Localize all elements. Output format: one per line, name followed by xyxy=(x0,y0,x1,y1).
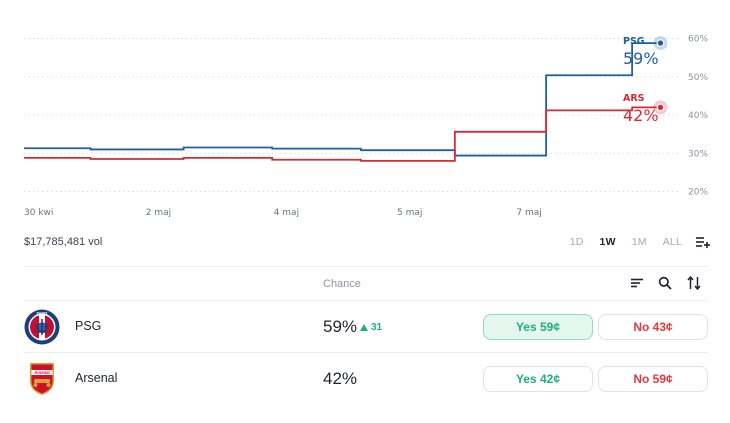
chart-grid xyxy=(24,38,680,192)
x-tick-label: 4 maj xyxy=(274,208,299,218)
series-value-label: 42% xyxy=(623,106,659,125)
divider xyxy=(24,266,708,267)
price-chart: 20% 30% 40% 50% 60% 30 kwi 2 maj 4 maj 5 maj 7 m… xyxy=(24,35,708,218)
search-icon[interactable] xyxy=(658,276,672,290)
x-tick-label: 7 maj xyxy=(516,208,541,218)
range-all[interactable]: ALL xyxy=(662,236,682,248)
y-tick-label: 30% xyxy=(688,149,708,159)
team-name: PSG xyxy=(75,319,102,333)
outcome-row-psg[interactable]: PARIS PSG 59% 31 Yes 59¢ No 43¢ xyxy=(0,302,730,352)
volume-label: $17,785,481 vol xyxy=(24,236,103,248)
x-tick-label: 2 maj xyxy=(146,208,171,218)
series-name-label: PSG xyxy=(623,36,645,47)
buy-yes-button[interactable]: Yes 42¢ xyxy=(483,366,593,392)
chance-value: 42% xyxy=(323,369,358,388)
range-1w[interactable]: 1W xyxy=(599,236,616,248)
team-name: Arsenal xyxy=(75,371,118,385)
psg-logo-text: PARIS xyxy=(37,312,48,316)
y-tick-label: 20% xyxy=(688,188,708,198)
time-range-selector: 1D 1W 1M ALL xyxy=(554,236,710,248)
chance-delta-value: 31 xyxy=(371,322,383,333)
end-point xyxy=(656,103,665,112)
y-tick-label: 50% xyxy=(688,73,708,83)
range-1d[interactable]: 1D xyxy=(569,236,584,248)
series-value-label: 59% xyxy=(623,49,659,68)
chance-value: 59% xyxy=(323,317,358,336)
x-axis-ticks: 30 kwi 2 maj 4 maj 5 maj 7 maj xyxy=(24,208,542,218)
chart-series xyxy=(24,42,661,162)
buy-no-button[interactable]: No 43¢ xyxy=(598,314,708,340)
y-tick-label: 60% xyxy=(688,35,708,45)
arsenal-logo-icon: Arsenal xyxy=(30,363,54,395)
x-tick-label: 5 maj xyxy=(397,208,422,218)
arsenal-logo-text: Arsenal xyxy=(34,370,49,375)
x-tick-label: 30 kwi xyxy=(24,208,53,218)
y-tick-label: 40% xyxy=(688,111,708,121)
psg-logo-icon: PARIS xyxy=(24,309,60,345)
range-1m[interactable]: 1M xyxy=(631,236,647,248)
sort-icon[interactable] xyxy=(630,276,644,290)
chart-settings-icon[interactable] xyxy=(696,236,710,248)
buy-no-button[interactable]: No 59¢ xyxy=(598,366,708,392)
series-name-label: ARS xyxy=(623,93,645,104)
divider xyxy=(24,300,708,301)
divider xyxy=(24,352,708,353)
chance-column-header: Chance xyxy=(323,278,361,290)
up-arrow-icon xyxy=(360,324,368,331)
end-point xyxy=(656,39,665,47)
sort-order-icon[interactable] xyxy=(687,276,701,290)
series-line-psg xyxy=(24,42,661,157)
chance-delta: 31 xyxy=(360,322,382,333)
buy-yes-button[interactable]: Yes 59¢ xyxy=(483,314,593,340)
series-end-markers: PSG 59% ARS 42% xyxy=(623,36,668,125)
series-line-ars xyxy=(24,106,661,162)
y-axis-ticks: 20% 30% 40% 50% 60% xyxy=(688,35,708,198)
outcome-row-arsenal[interactable]: Arsenal Arsenal 42% Yes 42¢ No 59¢ xyxy=(0,354,730,404)
